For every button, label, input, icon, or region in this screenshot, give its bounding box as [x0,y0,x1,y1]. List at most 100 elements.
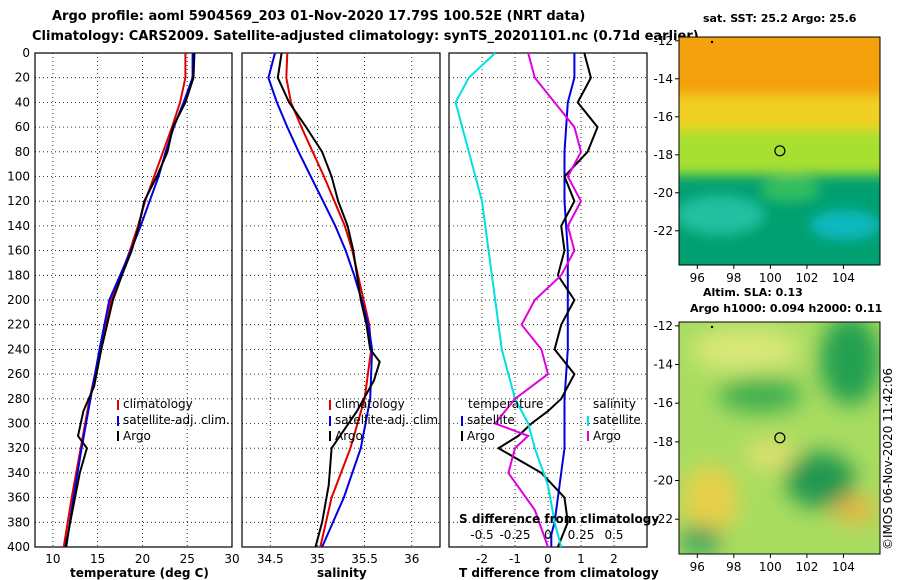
sla-high-patch [690,328,800,372]
imos-credit: ©IMOS 06-Nov-2020 11:42:06 [881,368,895,550]
map-y-tick-label: -12 [653,319,673,333]
series-line-satellite-temperature- [550,53,576,547]
map-x-tick-label: 104 [832,271,855,285]
sst-cool-patch [679,195,765,235]
sla-map-frame [678,321,881,555]
salinity-panel: 34.5 35 35.5 36 [242,52,440,566]
map-y-tick-label: -14 [653,72,673,86]
x-tick-label: 34.5 [257,552,284,566]
sst-mid-band [679,95,880,135]
x-tick-label: 20 [135,552,150,566]
sst-map-frame [678,36,881,266]
y-tick-label: 300 [7,417,30,431]
y-tick-label: 360 [7,491,30,505]
y-tick-label: 20 [15,71,30,85]
y-tick-label: 40 [15,95,30,109]
y-tick-label: 400 [7,540,30,554]
sst-map-axes: 96 98 100 102 104 -12 -14 -16 -18 -20 -22 [653,34,855,285]
legend-label-climatology: climatology [123,397,193,411]
y-tick-label: 200 [7,293,30,307]
sla-map-axes: 96 98 100 102 104 -12 -14 -16 -18 -20 -22 [653,319,855,574]
difference-legend: temperature satellite Argo salinity sate… [461,397,641,443]
sla-high-patch [682,465,738,535]
x-tick-label: 15 [90,552,105,566]
x-tick-label: 10 [45,552,60,566]
y-tick-label: 380 [7,515,30,529]
y-tick-label: 160 [7,244,30,258]
y-tick-label: 260 [7,367,30,381]
sla-high-patch [833,498,877,522]
legend-label-sal-satellite: satellite [593,413,641,427]
map-x-tick-label: 96 [690,271,705,285]
series-line-argo-salinity- [493,52,583,548]
map-y-tick-label: -22 [653,512,673,526]
legend-label-climatology: climatology [335,397,405,411]
map-y-tick-label: -14 [653,358,673,372]
s-tick-label: -0.25 [499,528,530,542]
x-tick-label: 1 [577,552,585,566]
sst-cool-band [679,130,880,175]
sla-map: Altim. SLA: 0.13 Argo h1000: 0.094 h2000… [653,286,882,574]
temperature-panel: 10 15 20 25 30020406080100120140160180200220… [7,46,240,566]
y-tick-label: 220 [7,318,30,332]
map-y-tick-label: -18 [653,435,673,449]
salinity-axis-label: salinity [317,566,367,580]
map-x-tick-label: 102 [795,271,818,285]
x-tick-label: 35 [310,552,325,566]
x-tick-label: 35.5 [351,552,378,566]
y-tick-label: 320 [7,441,30,455]
legend-label-satellite: satellite-adj. clim. [123,413,230,427]
t-difference-axis-label: T difference from climatology [459,566,659,580]
y-tick-label: 100 [7,170,30,184]
map-y-tick-label: -16 [653,396,673,410]
sla-low-patch [820,322,880,405]
header-line-2: Climatology: CARS2009. Satellite-adjuste… [32,29,699,44]
y-tick-label: 280 [7,392,30,406]
argo-position-marker [774,432,786,444]
sst-cool-patch [810,210,880,240]
map-x-tick-label: 104 [832,560,855,574]
map-speck [710,325,714,329]
y-tick-label: 140 [7,219,30,233]
header-line-1: Argo profile: aoml 5904569_203 01-Nov-20… [52,9,585,24]
y-tick-label: 60 [15,120,30,134]
s-tick-label: -0.5 [470,528,493,542]
s-tick-label: 0.5 [604,528,623,542]
legend-label-satellite: satellite-adj. clim. [335,413,442,427]
legend-title-temperature: temperature [468,397,543,411]
map-x-tick-label: 98 [726,271,741,285]
map-x-tick-label: 100 [759,271,782,285]
difference-panel: -2 -1 0 1 2 -0.5 -0.25 0 0.25 0.5 [449,52,647,566]
sla-map-subtitle: Argo h1000: 0.094 h2000: 0.11 [690,302,882,315]
s-tick-label: 0 [544,528,552,542]
temperature-axis-label: temperature (deg C) [70,566,209,580]
map-y-tick-label: -18 [653,148,673,162]
temperature-legend: climatology satellite-adj. clim. Argo [117,397,230,443]
x-tick-label: 30 [224,552,239,566]
x-tick-label: -1 [509,552,521,566]
y-tick-label: 80 [15,145,30,159]
x-tick-label: 36 [404,552,419,566]
map-speck [710,40,714,44]
sst-warm-band [679,37,880,105]
s-difference-axis-label: S difference from climatology [459,512,659,526]
y-tick-label: 240 [7,342,30,356]
legend-label-argo: Argo [123,429,151,443]
map-x-tick-label: 98 [726,560,741,574]
series-line-satellite-adj-clim- [267,52,374,548]
sst-map: sat. SST: 25.2 Argo: 25.6 96 98 100 102 104 -… [653,12,881,285]
x-tick-label: -2 [476,552,488,566]
map-y-tick-label: -20 [653,474,673,488]
map-x-tick-label: 102 [795,560,818,574]
map-x-tick-label: 96 [690,560,705,574]
series-line-satellite-salinity- [454,52,563,548]
legend-label-temp-satellite: satellite [467,413,515,427]
map-y-tick-label: -22 [653,224,673,238]
y-tick-label: 180 [7,268,30,282]
series-line-argo [276,52,381,548]
y-tick-label: 340 [7,466,30,480]
y-tick-label: 120 [7,194,30,208]
map-y-tick-label: -20 [653,186,673,200]
sla-low-patch [785,452,855,508]
